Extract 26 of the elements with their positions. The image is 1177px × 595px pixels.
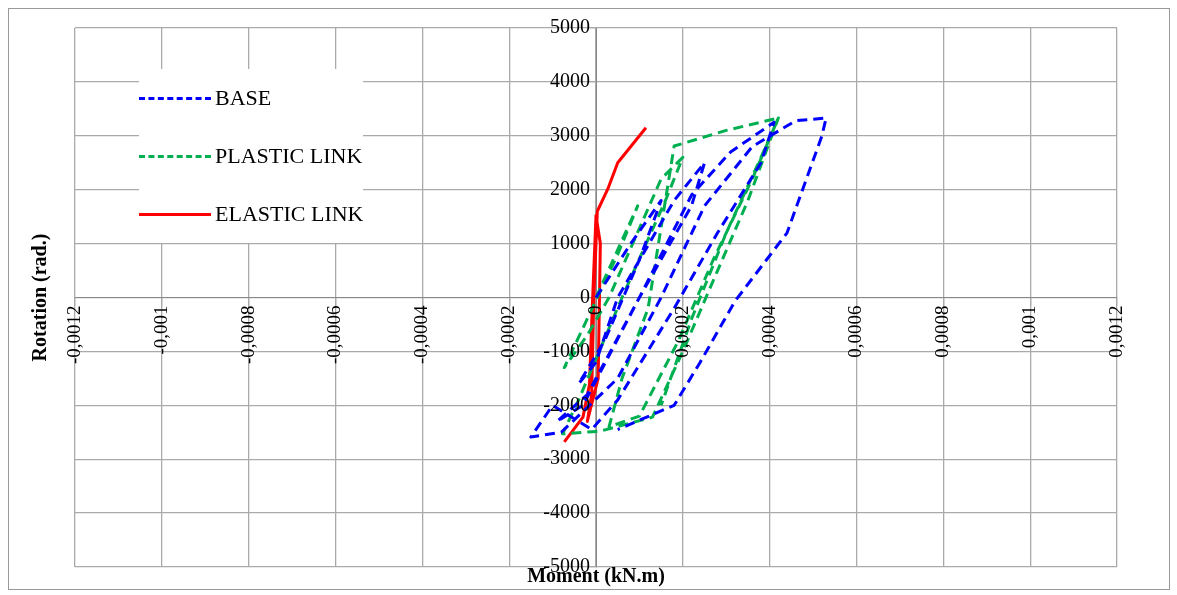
x-tick-label: -0,0002 <box>497 305 519 365</box>
x-tick-label: -0,0004 <box>410 305 432 365</box>
x-tick-label: -0,0006 <box>323 305 345 365</box>
x-tick-label: 0,001 <box>1018 305 1040 349</box>
x-tick-label: -0,0008 <box>236 305 258 365</box>
y-tick-label: 0 <box>580 284 590 307</box>
y-tick-label: 4000 <box>550 69 590 92</box>
y-tick-label: -3000 <box>543 446 590 469</box>
legend-label: ELASTIC LINK <box>215 201 364 227</box>
x-tick-label: -0,001 <box>149 305 171 355</box>
x-tick-label: 0,0012 <box>1104 305 1126 358</box>
legend-label: BASE <box>215 85 272 111</box>
x-tick-label: -0,0012 <box>62 305 84 365</box>
x-tick-label: 0,0006 <box>844 305 866 358</box>
x-tick-label: 0,0002 <box>670 305 692 358</box>
y-tick-label: 5000 <box>550 15 590 38</box>
y-axis-title: Rotation (rad.) <box>28 233 52 362</box>
x-tick-label: 0 <box>583 305 605 315</box>
line-series <box>529 116 828 439</box>
y-tick-label: 2000 <box>550 176 590 199</box>
legend-label: PLASTIC LINK <box>215 143 363 169</box>
y-tick-label: 1000 <box>550 230 590 253</box>
y-tick-label: 3000 <box>550 123 590 146</box>
x-tick-label: 0,0004 <box>757 305 779 358</box>
x-tick-label: 0,0008 <box>931 305 953 358</box>
y-tick-label: -4000 <box>543 500 590 523</box>
